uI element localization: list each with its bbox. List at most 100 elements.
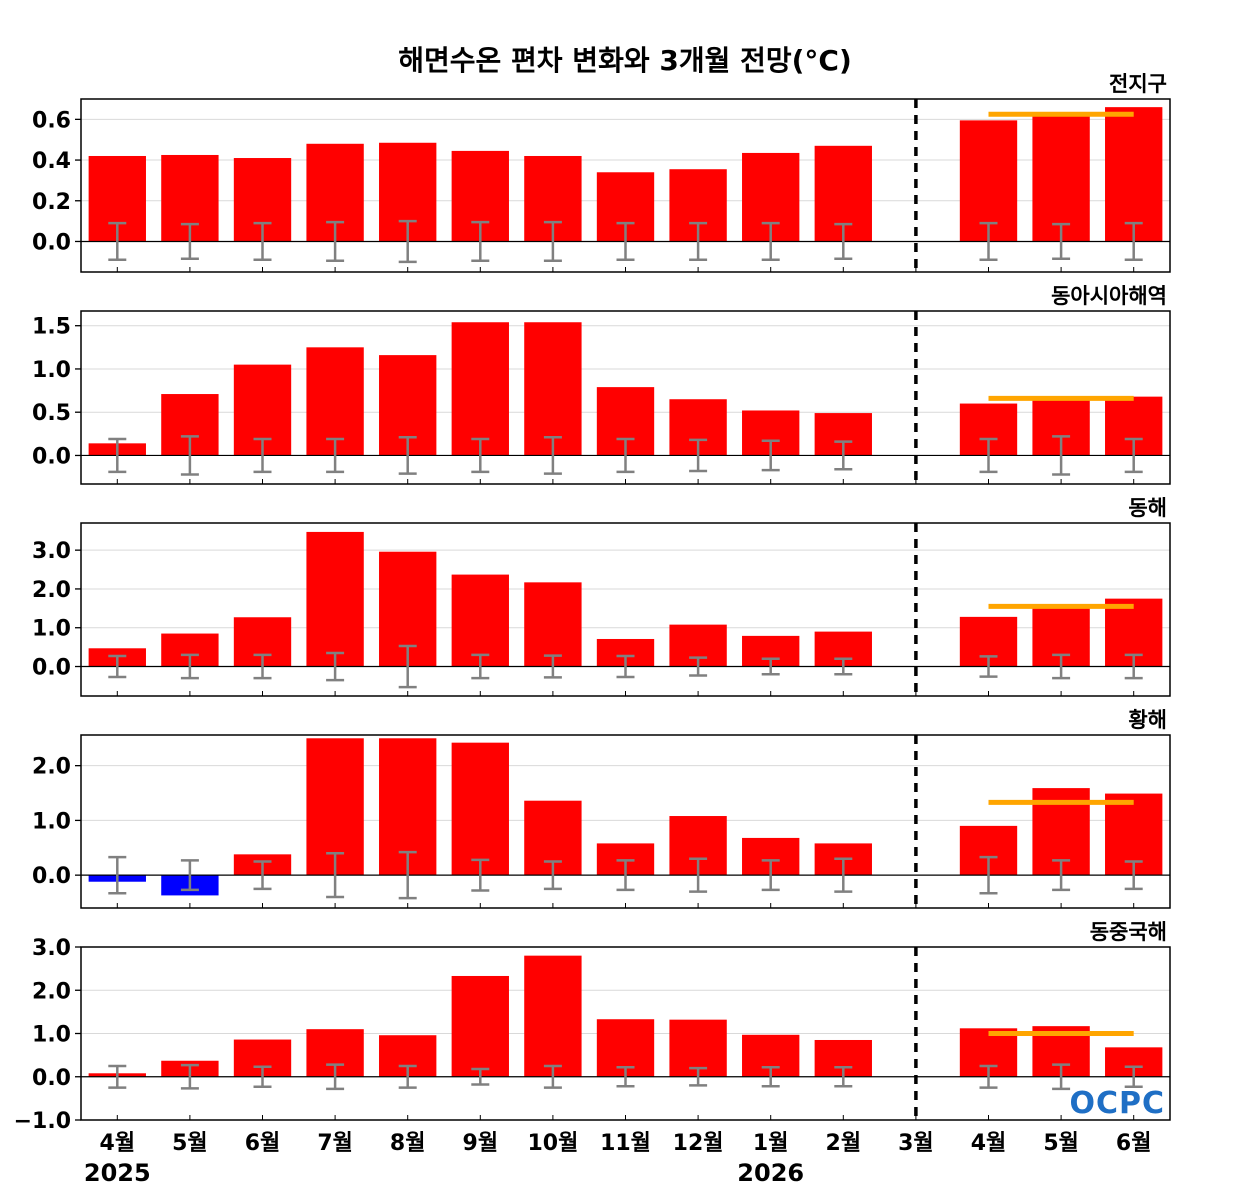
y-tick-label: 0.5 [32, 401, 71, 426]
plot-area [81, 107, 1170, 264]
error-bar [1124, 221, 1143, 262]
error-bar [471, 858, 490, 892]
panel-title: 동해 [1128, 496, 1167, 520]
error-bar [326, 1063, 345, 1091]
panel-title: 전지구 [1109, 72, 1167, 96]
x-tick-label: 6월 [245, 1131, 281, 1156]
y-tick-label: 3.0 [32, 539, 71, 564]
error-bar [108, 1064, 127, 1089]
y-tick-label: 0.0 [32, 230, 71, 255]
error-bar [471, 1067, 490, 1086]
panel-title: 황해 [1128, 708, 1167, 732]
y-tick-label: 0.2 [32, 190, 71, 215]
error-bar [398, 850, 417, 900]
error-bar [398, 644, 417, 689]
x-tick-label: 11월 [600, 1131, 651, 1156]
error-bar [761, 657, 780, 676]
y-tick-label: 1.0 [32, 358, 71, 383]
panel-2: 0.0 0.5 1.0 1.5 동아시아해역 [32, 284, 1171, 485]
error-bar [689, 857, 708, 893]
error-bar [326, 437, 345, 474]
error-bar [1052, 1063, 1071, 1091]
y-tick-label: 1.0 [32, 809, 71, 834]
error-bar [761, 1065, 780, 1088]
error-bar [689, 221, 708, 262]
panel-3: 0.0 1.0 2.0 3.0 동해 [32, 496, 1171, 697]
y-tick-label: 0.0 [32, 444, 71, 469]
error-bar [180, 1063, 199, 1090]
error-bar [1124, 437, 1143, 474]
y-tick-label: 1.0 [32, 1023, 71, 1048]
error-bar [1124, 653, 1143, 680]
error-bar [543, 860, 562, 891]
error-bar [1052, 222, 1071, 261]
error-bar [253, 653, 272, 680]
error-bar [471, 220, 490, 263]
error-bar [834, 657, 853, 676]
bar-9월 [451, 742, 509, 876]
error-bar [1052, 435, 1071, 476]
error-bar [180, 653, 199, 680]
bar-6월 [1105, 107, 1163, 242]
error-bar [761, 859, 780, 892]
bar-9월 [451, 975, 509, 1077]
error-bar [108, 437, 127, 474]
year-label: 2025 [84, 1159, 151, 1187]
error-bar [979, 221, 998, 262]
error-bar [398, 436, 417, 475]
x-tick-label: 4월 [100, 1131, 136, 1156]
x-tick-label: 9월 [463, 1131, 499, 1156]
y-tick-label: 0.6 [32, 108, 71, 133]
y-tick-label: 1.5 [32, 315, 71, 340]
error-bar [689, 1066, 708, 1087]
error-bar [616, 437, 635, 474]
error-bar [616, 859, 635, 892]
error-bar [761, 439, 780, 472]
error-bar [1124, 1065, 1143, 1088]
error-bar [471, 653, 490, 680]
y-tick-label: 3.0 [32, 936, 71, 961]
error-bar [616, 1065, 635, 1088]
x-tick-label: 5월 [1043, 1131, 1079, 1156]
y-tick-label: 1.0 [32, 617, 71, 642]
bar-10월 [524, 955, 582, 1077]
year-label: 2026 [737, 1159, 804, 1187]
error-bar [253, 1065, 272, 1088]
x-tick-label: 8월 [390, 1131, 426, 1156]
error-bar [979, 1064, 998, 1089]
error-bar [834, 222, 853, 261]
x-axis: 4월 5월 6월 7월 8월 9월 10월 11월 12월 1월 2월 3월 4월 5월 6월 2025 202… [84, 1131, 1152, 1187]
error-bar [326, 651, 345, 682]
error-bar [253, 860, 272, 891]
error-bar [253, 221, 272, 262]
error-bar [616, 221, 635, 262]
x-tick-label: 2월 [826, 1131, 862, 1156]
panel-5: −1.0 0.0 1.0 2.0 3.0 동중국해 [14, 920, 1171, 1134]
error-bar [543, 654, 562, 679]
x-tick-label: 7월 [317, 1131, 353, 1156]
y-tick-label: 0.0 [32, 1066, 71, 1091]
y-tick-label: 0.4 [32, 149, 71, 174]
x-tick-label: 1월 [753, 1131, 789, 1156]
error-bar [543, 220, 562, 263]
error-bar [689, 438, 708, 473]
y-tick-label: −1.0 [14, 1109, 71, 1134]
x-tick-label: 4월 [971, 1131, 1007, 1156]
error-bar [253, 437, 272, 474]
y-tick-label: 2.0 [32, 755, 71, 780]
error-bar [834, 1065, 853, 1088]
error-bar [108, 654, 127, 679]
y-tick-label: 0.0 [32, 656, 71, 681]
plot-area [81, 531, 1170, 689]
error-bar [108, 221, 127, 262]
x-tick-label: 10월 [527, 1131, 578, 1156]
error-bar [1124, 860, 1143, 891]
x-tick-label: 5월 [172, 1131, 208, 1156]
error-bar [326, 220, 345, 263]
panel-title: 동아시아해역 [1051, 284, 1167, 308]
plot-area [81, 322, 1170, 476]
error-bar [471, 437, 490, 474]
plot-area [81, 738, 1170, 900]
bar-7월 [306, 347, 364, 456]
error-bar [180, 859, 199, 892]
